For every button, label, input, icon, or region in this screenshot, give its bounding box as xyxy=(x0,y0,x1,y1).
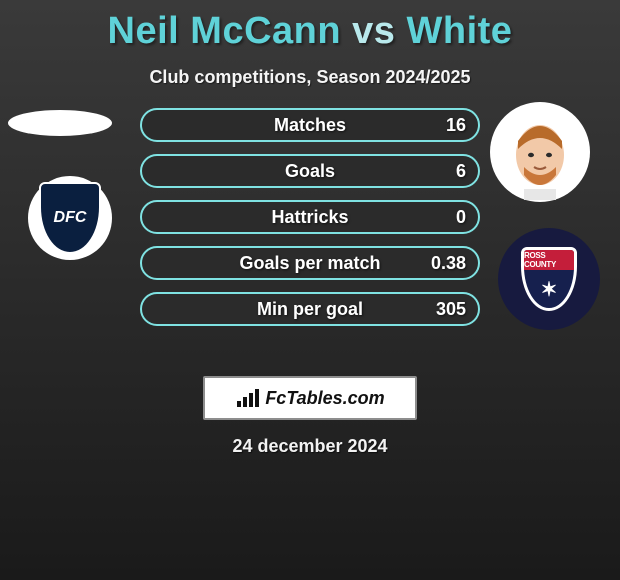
stat-label: Hattricks xyxy=(142,207,478,228)
stat-value-right: 16 xyxy=(446,115,466,136)
ross-county-shield-emblem: ✶ xyxy=(524,270,574,308)
stat-label: Min per goal xyxy=(142,299,478,320)
player-face-icon xyxy=(500,105,580,200)
bar-chart-icon xyxy=(235,387,261,409)
player1-club-badge: DFC xyxy=(28,176,112,260)
dundee-shield-icon: DFC xyxy=(39,182,101,254)
stat-value-right: 305 xyxy=(436,299,466,320)
brand-box[interactable]: FcTables.com xyxy=(203,376,417,420)
subtitle: Club competitions, Season 2024/2025 xyxy=(0,67,620,88)
player1-name: Neil McCann xyxy=(108,10,342,52)
player2-photo xyxy=(490,102,590,202)
player2-name: White xyxy=(407,10,513,52)
stat-value-right: 0.38 xyxy=(431,253,466,274)
player1-photo-placeholder xyxy=(8,110,112,136)
ross-county-shield-icon: ROSS COUNTY ✶ xyxy=(521,247,577,311)
brand-text: FcTables.com xyxy=(265,388,384,409)
dundee-shield-text: DFC xyxy=(54,209,87,227)
stat-value-right: 0 xyxy=(456,207,466,228)
vs-label: vs xyxy=(352,10,395,52)
stat-label: Goals per match xyxy=(142,253,478,274)
ross-county-shield-text: ROSS COUNTY xyxy=(524,250,574,270)
snapshot-date: 24 december 2024 xyxy=(0,436,620,457)
page-title: Neil McCann vs White xyxy=(0,0,620,53)
stat-bar: Matches 16 xyxy=(140,108,480,142)
stat-bar: Goals per match 0.38 xyxy=(140,246,480,280)
stats-bars: Matches 16 Goals 6 Hattricks 0 Goals per… xyxy=(140,108,480,338)
player2-club-badge: ROSS COUNTY ✶ xyxy=(498,228,600,330)
stat-bar: Goals 6 xyxy=(140,154,480,188)
stat-bar: Min per goal 305 xyxy=(140,292,480,326)
stat-label: Goals xyxy=(142,161,478,182)
stat-label: Matches xyxy=(142,115,478,136)
stat-bar: Hattricks 0 xyxy=(140,200,480,234)
stat-value-right: 6 xyxy=(456,161,466,182)
comparison-panel: DFC ROSS COUNTY ✶ Matches 16 Goals 6 H xyxy=(0,116,620,366)
